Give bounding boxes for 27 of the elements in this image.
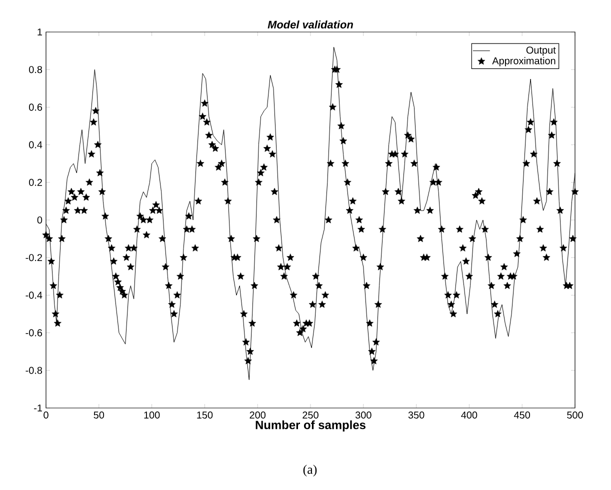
x-tick-label: 0 (44, 412, 48, 419)
x-tick-label: 500 (567, 412, 583, 419)
y-tick-label: -0.4 (26, 292, 42, 299)
x-tick-label: 200 (250, 412, 266, 419)
y-tick-label: -0.2 (26, 254, 42, 262)
y-tick-label: 0 (37, 216, 42, 224)
x-tick-label: 50 (94, 412, 104, 419)
text: (a) (303, 464, 317, 476)
y-tick-label: 0.6 (29, 104, 42, 111)
x-tick-label: 450 (514, 412, 530, 419)
x-tick-label: 400 (461, 412, 478, 419)
text: Output (526, 46, 556, 56)
y-tick-label: -1 (34, 404, 42, 412)
x-tick-label: 250 (302, 412, 318, 419)
y-tick-label: 0.8 (29, 66, 42, 74)
x-tick-label: 350 (408, 412, 424, 419)
legend-label: Approximation (492, 57, 556, 66)
x-tick-label: 300 (355, 412, 372, 419)
x-tick-label: 100 (144, 412, 160, 419)
y-tick-label: 0.2 (29, 178, 42, 186)
y-tick-label: 0.4 (29, 141, 42, 148)
x-tick-label: 150 (197, 412, 213, 419)
chart-title: Model validation (268, 20, 353, 28)
y-tick-label: -0.6 (26, 329, 42, 336)
y-tick-label: -0.8 (26, 366, 42, 374)
x-axis-title: Number of samples (256, 420, 366, 432)
y-tick-label: 1 (38, 28, 42, 36)
